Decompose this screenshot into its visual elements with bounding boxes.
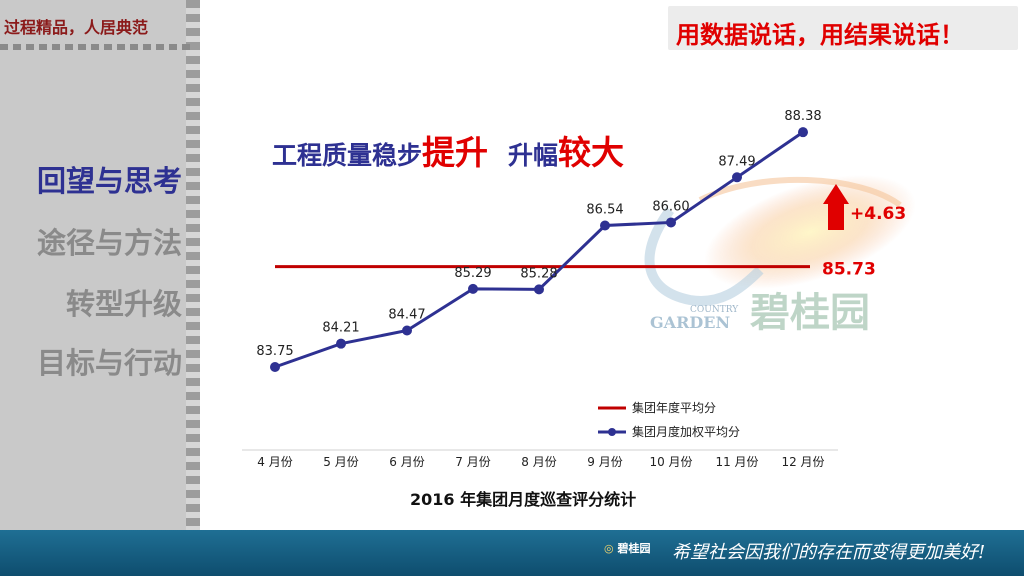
data-point (798, 127, 808, 138)
legend-marker-monthly (608, 428, 616, 436)
chart-title: 2016 年集团月度巡查评分统计 (410, 490, 637, 509)
headline-part3: 升幅 (508, 141, 559, 170)
data-point (336, 338, 346, 349)
slogan-banner: 用数据说话，用结果说话！ (668, 6, 1018, 50)
nav-item-upgrade[interactable]: 转型升级 (65, 287, 182, 321)
headline-part2: 提升 (422, 133, 489, 172)
legend-label-monthly: 集团月度加权平均分 (632, 424, 740, 439)
footer-slogan: 希望社会因我们的存在而变得更加美好! (672, 542, 986, 563)
watermark-en2: GARDEN (650, 313, 730, 332)
data-point (468, 283, 478, 294)
data-label: 85.28 (520, 266, 557, 281)
data-label: 84.21 (322, 321, 359, 336)
data-point (402, 325, 412, 336)
data-label: 86.54 (586, 202, 623, 217)
tagline-underline (0, 44, 190, 50)
increase-label: +4.63 (850, 204, 906, 224)
data-label: 83.75 (256, 344, 293, 359)
average-value-label: 85.73 (822, 260, 876, 280)
data-point (666, 217, 676, 228)
sidebar-divider-strip (186, 0, 200, 530)
data-point (732, 172, 742, 183)
footer-logo-text: 碧桂园 (617, 542, 651, 555)
nav-item-review[interactable]: 回望与思考 (36, 164, 182, 198)
watermark-logo: COUNTRY GARDEN 碧桂园 (644, 175, 916, 336)
sidebar (0, 0, 200, 530)
headline-part4: 较大 (558, 133, 625, 172)
data-label: 84.47 (388, 307, 425, 322)
x-tick-label: 5 月份 (323, 455, 358, 469)
x-tick-label: 4 月份 (257, 455, 292, 469)
x-tick-label: 12 月份 (781, 455, 824, 469)
x-tick-label: 10 月份 (649, 455, 692, 469)
headline-part1: 工程质量稳步 (272, 141, 423, 170)
footer-logo-icon: ◎ (604, 542, 614, 555)
data-point (600, 220, 610, 231)
headline: 工程质量稳步提升 升幅较大 (272, 126, 624, 174)
data-point (270, 362, 280, 372)
slogan-banner-text: 用数据说话，用结果说话！ (676, 21, 964, 49)
data-label: 87.49 (718, 154, 755, 169)
data-label: 86.60 (652, 199, 689, 214)
watermark-en1: COUNTRY (690, 305, 739, 315)
data-point (534, 284, 544, 295)
x-tick-label: 8 月份 (521, 455, 556, 469)
nav-item-goals[interactable]: 目标与行动 (36, 346, 182, 380)
data-label: 85.29 (454, 266, 491, 281)
watermark-cn: 碧桂园 (750, 290, 870, 336)
legend-label-average: 集团年度平均分 (632, 400, 716, 415)
tagline: 过程精品，人居典范 (4, 18, 149, 37)
x-tick-label: 7 月份 (455, 455, 490, 469)
nav-item-methods[interactable]: 途径与方法 (36, 226, 182, 260)
data-label: 88.38 (784, 109, 821, 124)
footer-bar (0, 530, 1024, 576)
increase-arrow-icon (823, 184, 849, 230)
footer-logo: ◎ 碧桂园 (604, 540, 650, 556)
x-tick-label: 9 月份 (587, 455, 622, 469)
x-tick-label: 11 月份 (715, 455, 758, 469)
x-tick-label: 6 月份 (389, 455, 424, 469)
